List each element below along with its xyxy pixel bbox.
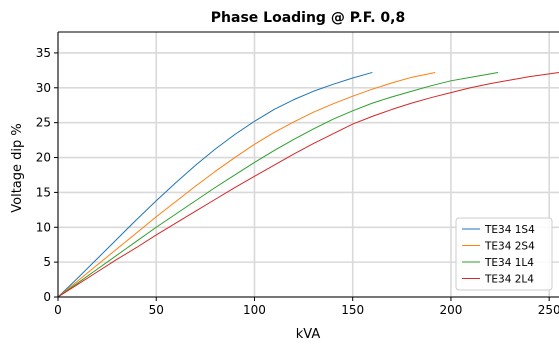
y-tick-label: 15 [36,185,51,199]
legend-entry-3: TE34 2L4 [484,274,534,286]
axes [57,31,559,298]
y-tick-label: 10 [36,220,51,234]
legend-entry-1: TE34 2S4 [484,241,535,253]
series-line-0 [57,71,373,298]
y-axis-label: Voltage dip % [10,123,25,213]
x-tick-label: 200 [439,303,462,317]
x-axis-ticks: 0 50 100 150 200 250 [54,297,559,317]
y-tick-label: 25 [36,116,51,130]
series-line-1 [57,71,436,298]
x-axis-label: kVA [296,327,321,342]
x-tick-label: 0 [54,303,62,317]
x-tick-label: 150 [341,303,364,317]
legend-entry-2: TE34 1L4 [484,257,534,269]
y-tick-label: 5 [43,255,51,269]
series-lines [57,71,559,298]
x-tick-label: 250 [538,303,559,317]
series-line-3 [57,71,559,298]
x-tick-label: 50 [149,303,164,317]
legend-box [455,217,553,291]
chart-title: Phase Loading @ P.F. 0,8 [211,10,405,26]
y-tick-label: 0 [43,290,51,304]
legend-entry-0: TE34 1S4 [484,224,535,236]
legend: TE34 1S4 TE34 2S4 TE34 1L4 TE34 2L4 [455,217,553,291]
x-tick-label: 100 [243,303,266,317]
y-tick-label: 20 [36,151,51,165]
y-tick-label: 30 [36,81,51,95]
series-line-2 [57,71,499,298]
y-tick-label: 35 [36,46,51,60]
grid [57,32,559,298]
y-axis-ticks: 0 5 10 15 20 25 30 35 [36,46,58,304]
